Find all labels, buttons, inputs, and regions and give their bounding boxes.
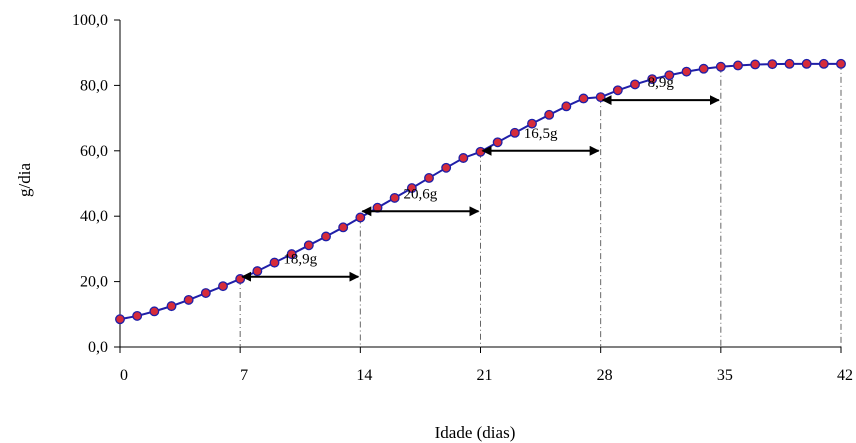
data-point <box>698 63 709 74</box>
data-point <box>801 58 812 69</box>
y-axis-title: g/dia <box>15 163 34 197</box>
data-point <box>750 59 761 70</box>
annotation-label: 8,9g <box>648 75 675 91</box>
data-point <box>612 85 623 96</box>
x-tick-label: 21 <box>477 367 493 384</box>
x-tick-label: 42 <box>837 367 853 384</box>
data-point <box>166 301 177 312</box>
data-point <box>630 79 640 90</box>
data-point <box>561 101 572 112</box>
data-point <box>527 118 537 129</box>
data-point <box>200 288 211 298</box>
data-point <box>647 74 658 85</box>
data-point <box>321 231 331 242</box>
data-point <box>149 306 160 317</box>
data-point <box>578 93 589 104</box>
data-point <box>389 192 400 203</box>
annotation-label: 18,9g <box>283 252 317 268</box>
data-point <box>681 66 692 77</box>
axes <box>114 19 842 353</box>
x-tick-label: 14 <box>356 367 372 384</box>
data-point <box>509 127 520 138</box>
data-point <box>767 59 778 70</box>
data-point <box>818 58 829 69</box>
data-point <box>836 58 846 69</box>
tick-labels: 0,0 20,0 40,0 60,0 80,0 100,0 0 7 14 21 28 35 42 <box>72 12 853 384</box>
data-point <box>664 70 675 81</box>
data-point <box>183 294 194 305</box>
data-point <box>441 162 452 173</box>
x-tick-label: 35 <box>717 367 733 384</box>
y-tick-label: 40,0 <box>80 208 108 225</box>
data-point <box>286 249 297 260</box>
annotation-label: 20,6g <box>404 186 438 202</box>
x-tick-label: 28 <box>597 367 613 384</box>
data-point <box>424 172 434 183</box>
data-point <box>406 183 417 194</box>
data-point <box>544 109 555 120</box>
y-tick-label: 100,0 <box>72 12 108 29</box>
data-point <box>252 266 263 277</box>
data-point <box>784 58 795 69</box>
x-tick-label: 7 <box>240 367 248 384</box>
data-point <box>218 281 228 292</box>
data-point <box>355 212 366 223</box>
data-point <box>733 60 743 71</box>
annotations: 18,9g 20,6g 16,5g 8,9g <box>241 75 720 282</box>
data-point <box>458 153 469 163</box>
data-point <box>715 61 726 72</box>
y-tick-label: 20,0 <box>80 274 108 291</box>
data-point <box>492 137 503 148</box>
annotation-label: 16,5g <box>524 126 558 142</box>
data-point <box>338 222 349 233</box>
y-tick-label: 60,0 <box>80 143 108 160</box>
x-tick-label: 0 <box>120 367 128 384</box>
data-point <box>115 314 125 325</box>
data-point <box>303 240 314 251</box>
reference-lines <box>239 63 842 347</box>
y-tick-label: 0,0 <box>88 339 108 356</box>
data-point <box>269 257 280 268</box>
data-point <box>132 310 143 321</box>
y-tick-label: 80,0 <box>80 77 108 94</box>
x-axis-title: Idade (dias) <box>435 423 516 442</box>
